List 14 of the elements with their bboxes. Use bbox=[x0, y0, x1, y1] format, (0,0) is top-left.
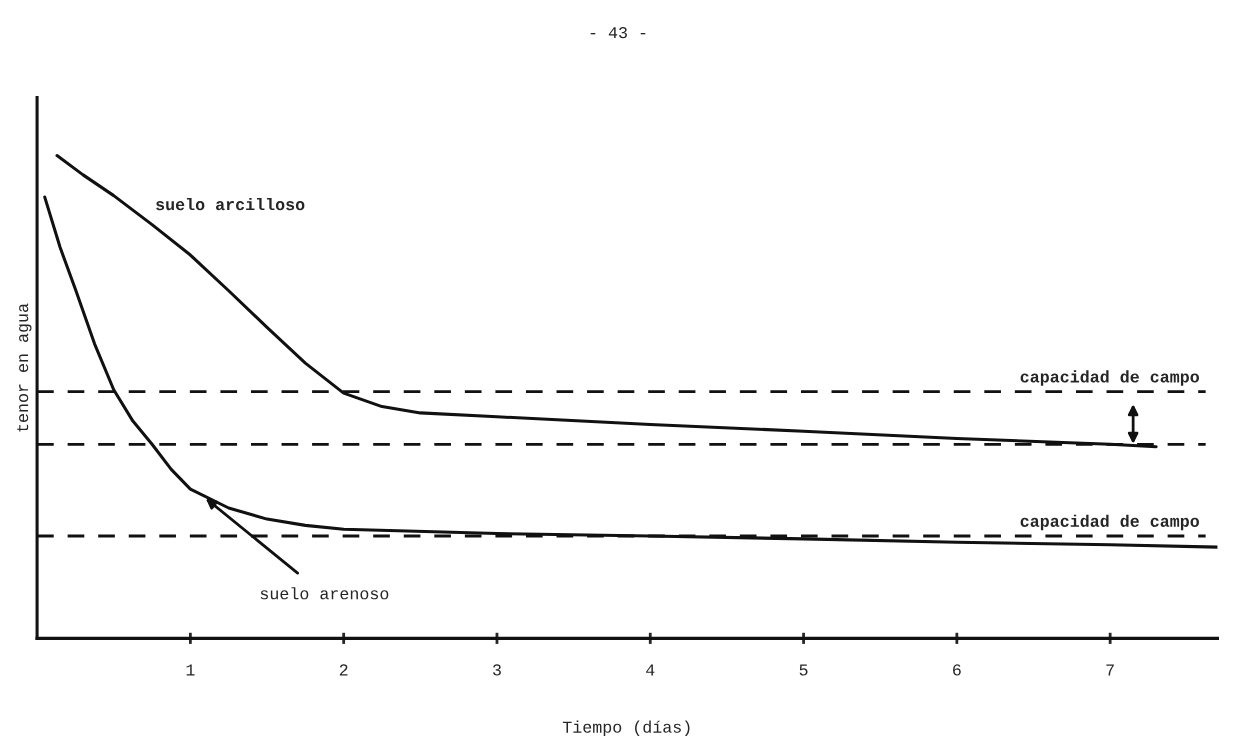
annotation: suelo arenoso bbox=[260, 587, 389, 600]
ref-line-label: capacidad de campo bbox=[1020, 370, 1199, 386]
x-tick-label: 1 bbox=[186, 664, 195, 676]
text: - 43 - bbox=[590, 26, 646, 39]
x-tick-label: 5 bbox=[799, 664, 808, 676]
y-axis-title: tenor en agua bbox=[16, 303, 32, 432]
x-tick-label: 4 bbox=[646, 664, 655, 676]
x-axis-title: Tiempo (días) bbox=[562, 720, 690, 737]
x-tick-label: 6 bbox=[953, 664, 961, 676]
annotation: suelo arcilloso bbox=[156, 198, 305, 211]
ref-line-label: capacidad de campo bbox=[1020, 514, 1199, 531]
x-tick-label: 7 bbox=[1106, 664, 1114, 676]
x-tick-label: 3 bbox=[493, 664, 501, 676]
x-tick-label: 2 bbox=[339, 664, 348, 676]
